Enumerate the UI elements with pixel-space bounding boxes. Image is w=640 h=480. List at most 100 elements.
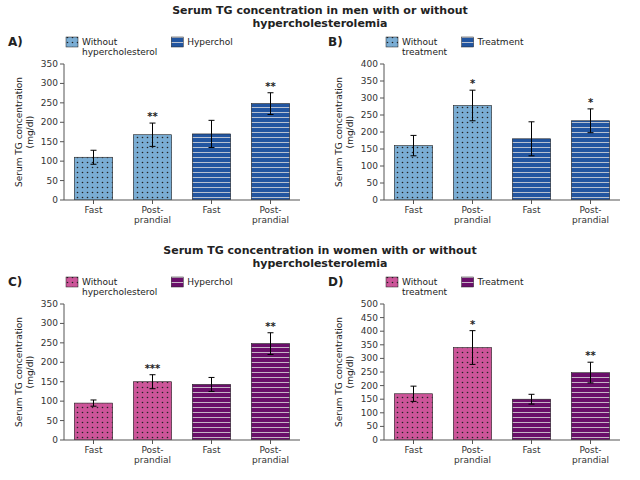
text-line: Fast xyxy=(202,445,221,455)
text-line: prandial xyxy=(572,215,609,225)
y-tick-label: 200 xyxy=(361,381,378,391)
x-tick-label: Fast xyxy=(202,445,221,455)
significance-marker: ** xyxy=(265,321,276,332)
y-tick xyxy=(60,200,64,201)
panel: Serum TG concentration in men with or wi… xyxy=(8,4,468,225)
y-tick-label: 150 xyxy=(41,377,58,387)
text-line: hypercholesterolemia xyxy=(252,17,387,30)
y-tick xyxy=(380,132,384,133)
y-tick xyxy=(60,381,64,382)
y-tick xyxy=(60,102,64,103)
text-line: prandial xyxy=(252,455,289,465)
legend-label: Hyperchol xyxy=(187,277,233,287)
y-tick-label: 100 xyxy=(41,396,58,406)
y-tick xyxy=(380,331,384,332)
plot-labels: ***** xyxy=(145,321,277,374)
text-line: Without xyxy=(402,277,438,287)
text-line: Without xyxy=(82,37,118,47)
bar xyxy=(251,344,289,440)
y-tick xyxy=(380,200,384,201)
y-axis xyxy=(384,64,385,200)
x-tick-label: Post-prandial xyxy=(454,445,491,465)
text-line: prandial xyxy=(454,215,491,225)
y-tick-label: 300 xyxy=(361,93,378,103)
y-tick-label: 300 xyxy=(41,78,58,88)
y-tick-label: 100 xyxy=(41,156,58,166)
text-line: Hyperchol xyxy=(187,277,233,287)
significance-marker: ** xyxy=(585,350,596,361)
y-tick xyxy=(380,399,384,400)
y-tick-label: 0 xyxy=(52,435,58,445)
y-tick-label: 100 xyxy=(361,161,378,171)
text-line: Without xyxy=(402,37,438,47)
error-bar xyxy=(91,150,97,164)
y-tick-label: 50 xyxy=(47,416,59,426)
y-tick xyxy=(380,304,384,305)
y-tick xyxy=(60,440,64,441)
x-tick xyxy=(590,440,591,444)
panel-label: B) xyxy=(328,35,343,49)
significance-marker: * xyxy=(588,97,594,108)
text-line: Serum TG concentration in women with or … xyxy=(163,244,476,257)
y-tick xyxy=(60,401,64,402)
text-line: Without xyxy=(82,277,118,287)
y-tick-label: 250 xyxy=(361,367,378,377)
plot-labels: ** xyxy=(470,78,594,108)
y-axis xyxy=(64,304,65,440)
y-label: Serum TG concentration(mg/dl) xyxy=(13,77,34,187)
y-tick-label: 350 xyxy=(41,299,58,309)
y-tick-label: 250 xyxy=(361,110,378,120)
text-line: Fast xyxy=(84,445,103,455)
significance-marker: * xyxy=(470,78,476,89)
legend: Withouthypercholesterol Hyperchol xyxy=(66,37,233,57)
x-tick-label: Fast xyxy=(522,205,541,215)
text-line: Fast xyxy=(202,205,221,215)
legend-swatch xyxy=(386,277,398,287)
legend-swatch xyxy=(171,277,183,287)
text-line: prandial xyxy=(572,455,609,465)
x-axis xyxy=(384,200,620,201)
error-bar xyxy=(268,93,274,115)
text-line: Post- xyxy=(579,205,601,215)
text-line: Post- xyxy=(259,205,281,215)
y-tick xyxy=(380,412,384,413)
legend-label: Withouthypercholesterol xyxy=(82,37,157,57)
error-bar xyxy=(209,377,215,391)
y-tick xyxy=(380,115,384,116)
y-tick xyxy=(60,161,64,162)
y-tick xyxy=(380,183,384,184)
y-tick xyxy=(380,64,384,65)
x-tick xyxy=(93,440,94,444)
text-line: Serum TG concentration xyxy=(13,77,23,187)
text-line: hypercholesterol xyxy=(82,287,157,297)
text-line: Fast xyxy=(522,445,541,455)
x-tick-label: Fast xyxy=(404,445,423,455)
text-line: Serum TG concentration xyxy=(333,317,343,427)
text-line: Hyperchol xyxy=(187,37,233,47)
y-tick-label: 300 xyxy=(41,318,58,328)
y-tick xyxy=(60,64,64,65)
x-tick xyxy=(413,200,414,204)
error-bar xyxy=(150,375,156,389)
legend-swatch xyxy=(386,37,398,47)
x-tick xyxy=(531,440,532,444)
x-tick xyxy=(413,440,414,444)
text-line: Post- xyxy=(141,205,163,215)
y-tick-label: 200 xyxy=(361,127,378,137)
x-tick-label: Fast xyxy=(84,205,103,215)
plot-labels: **** xyxy=(147,81,276,122)
y-tick-label: 50 xyxy=(367,178,379,188)
y-tick xyxy=(60,141,64,142)
legend: WithouttreatmentTreatment xyxy=(386,277,524,297)
y-tick-label: 450 xyxy=(361,313,378,323)
x-tick xyxy=(472,440,473,444)
y-axis xyxy=(384,304,385,440)
text-line: Post- xyxy=(259,445,281,455)
significance-marker: *** xyxy=(145,363,161,374)
y-tick xyxy=(380,440,384,441)
bar xyxy=(74,403,112,440)
bar xyxy=(192,384,230,440)
y-tick xyxy=(380,317,384,318)
y-tick-label: 50 xyxy=(367,421,379,431)
title: Serum TG concentration in women with or … xyxy=(163,244,476,270)
